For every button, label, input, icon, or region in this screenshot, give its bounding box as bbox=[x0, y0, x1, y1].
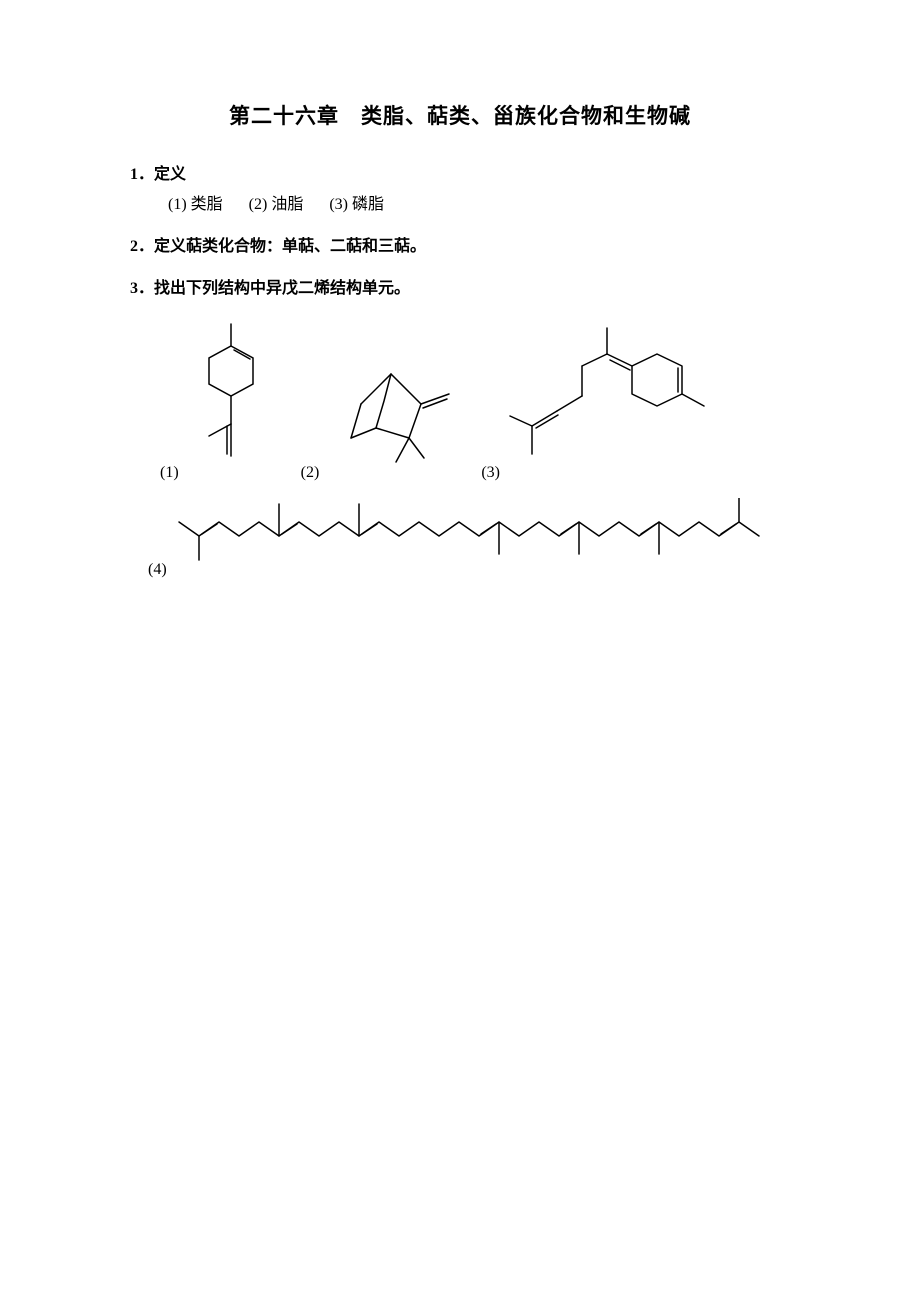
subitem-1-1: (1) 类脂 bbox=[168, 190, 223, 214]
section-1-number: 1． bbox=[130, 166, 154, 183]
subitem-1-2-text: 油脂 bbox=[271, 196, 303, 213]
section-2-text: 定义萜类化合物：单萜、二萜和三萜。 bbox=[154, 238, 426, 255]
subitem-1-2-num: (2) bbox=[249, 196, 268, 213]
structure-2-camphene bbox=[321, 356, 461, 486]
figure-3-label: (3) bbox=[481, 464, 500, 486]
section-1-subitems: (1) 类脂 (2) 油脂 (3) 磷脂 bbox=[168, 190, 790, 214]
section-3-heading: 3．找出下列结构中异戊二烯结构单元。 bbox=[130, 274, 790, 298]
structure-3-bisabolene bbox=[502, 316, 712, 486]
section-2: 2．定义萜类化合物：单萜、二萜和三萜。 bbox=[130, 232, 790, 256]
section-2-number: 2． bbox=[130, 238, 154, 255]
figure-2-group: (2) bbox=[301, 356, 462, 486]
section-1: 1．定义 (1) 类脂 (2) 油脂 (3) 磷脂 bbox=[130, 160, 790, 214]
figure-2-label: (2) bbox=[301, 464, 320, 486]
figures-row-1: (1) (2) bbox=[160, 316, 790, 486]
subitem-1-1-text: 类脂 bbox=[191, 196, 223, 213]
figure-1-group: (1) bbox=[160, 316, 281, 486]
figure-1-label: (1) bbox=[160, 464, 179, 486]
figures-row-2: (4) bbox=[148, 498, 790, 583]
section-1-heading: 1．定义 bbox=[130, 160, 790, 184]
section-3-number: 3． bbox=[130, 280, 154, 297]
structure-1-limonene bbox=[181, 316, 281, 486]
subitem-1-2: (2) 油脂 bbox=[249, 190, 304, 214]
figure-3-group: (3) bbox=[481, 316, 712, 486]
subitem-1-3-text: 磷脂 bbox=[352, 196, 384, 213]
page-title: 第二十六章 类脂、萜类、甾族化合物和生物碱 bbox=[130, 100, 790, 130]
subitem-1-3: (3) 磷脂 bbox=[329, 190, 384, 214]
section-2-heading: 2．定义萜类化合物：单萜、二萜和三萜。 bbox=[130, 232, 790, 256]
section-3: 3．找出下列结构中异戊二烯结构单元。 bbox=[130, 274, 790, 298]
section-1-text: 定义 bbox=[154, 166, 186, 183]
subitem-1-1-num: (1) bbox=[168, 196, 187, 213]
figure-4-group: (4) bbox=[148, 498, 769, 583]
figure-4-label: (4) bbox=[148, 561, 167, 583]
structure-4-squalene bbox=[169, 498, 769, 583]
section-3-text: 找出下列结构中异戊二烯结构单元。 bbox=[154, 280, 410, 297]
subitem-1-3-num: (3) bbox=[329, 196, 348, 213]
